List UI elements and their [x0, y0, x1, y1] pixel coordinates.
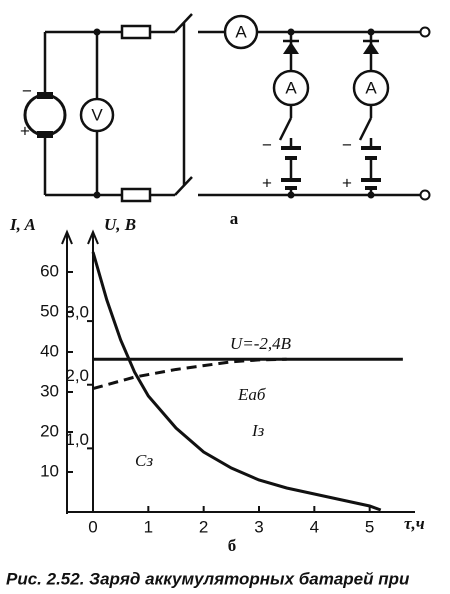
node [367, 191, 375, 199]
axis-line [87, 229, 99, 512]
wire [358, 32, 373, 195]
diagram-caption: а [230, 209, 239, 228]
node [287, 191, 295, 199]
x-tick-label: 1 [144, 517, 153, 536]
annotation: Iз [251, 421, 265, 440]
y-tick-label: 40 [40, 341, 59, 360]
meter-label: A [365, 78, 377, 97]
polarity-label: − [342, 135, 352, 154]
battery [361, 146, 381, 190]
generator [23, 93, 67, 137]
node [367, 28, 375, 36]
polarity-label: − [22, 81, 32, 100]
terminal [419, 26, 431, 38]
ammeter [223, 14, 259, 50]
voltmeter [79, 97, 115, 133]
axis-line [61, 229, 73, 514]
y2-tick-label: 2,0 [65, 366, 89, 385]
y-tick-label: 30 [40, 381, 59, 400]
y-tick-label: 20 [40, 421, 59, 440]
battery [281, 146, 301, 190]
figure-caption: Рис. 2.52. Заряд аккумуляторных батарей … [6, 569, 410, 588]
series-line [92, 357, 287, 390]
y2-axis-label: U, B [104, 215, 136, 234]
diode [283, 42, 299, 54]
node [93, 28, 101, 36]
brush [37, 92, 53, 99]
y-tick-label: 10 [40, 461, 59, 480]
x-tick-label: 3 [254, 517, 263, 536]
y-tick-label: 50 [40, 301, 59, 320]
polarity-label: + [342, 173, 352, 192]
wire [198, 30, 420, 197]
branch [352, 28, 390, 199]
brush [37, 131, 53, 138]
switch [174, 13, 193, 196]
wire [278, 32, 293, 195]
ammeter [352, 69, 390, 107]
node [93, 191, 101, 199]
diode [363, 42, 379, 54]
ammeter [272, 69, 310, 107]
y-tick-label: 60 [40, 261, 59, 280]
meter-label: A [285, 78, 297, 97]
branch [272, 28, 310, 199]
y-axis-label: I, A [9, 215, 36, 234]
y2-tick-label: 3,0 [65, 303, 89, 322]
annotation: Сз [135, 451, 153, 470]
fuse [120, 187, 152, 203]
x-tick-label: 5 [365, 517, 374, 536]
chart: I, A U, B τ,ч б U=-2,4B Еаб Iз Сз 102030… [9, 215, 425, 555]
x-tick-label: 2 [199, 517, 208, 536]
node [287, 28, 295, 36]
x-tick-label: 4 [310, 517, 319, 536]
meter-label: A [235, 22, 247, 41]
annotation: U=-2,4B [230, 334, 292, 353]
series-line [91, 251, 382, 512]
meter-label: V [91, 105, 103, 124]
x-axis-label: τ,ч [404, 514, 425, 533]
fuse [120, 24, 152, 40]
terminal [419, 189, 431, 201]
chart-caption: б [228, 536, 237, 555]
circuit-diagram: − + V A A A − + − + а [20, 13, 431, 228]
polarity-label: + [262, 173, 272, 192]
wire [43, 30, 175, 197]
x-tick-label: 0 [88, 517, 97, 536]
y2-tick-label: 1,0 [65, 430, 89, 449]
polarity-label: + [20, 121, 30, 140]
annotation: Еаб [237, 385, 266, 404]
polarity-label: − [262, 135, 272, 154]
